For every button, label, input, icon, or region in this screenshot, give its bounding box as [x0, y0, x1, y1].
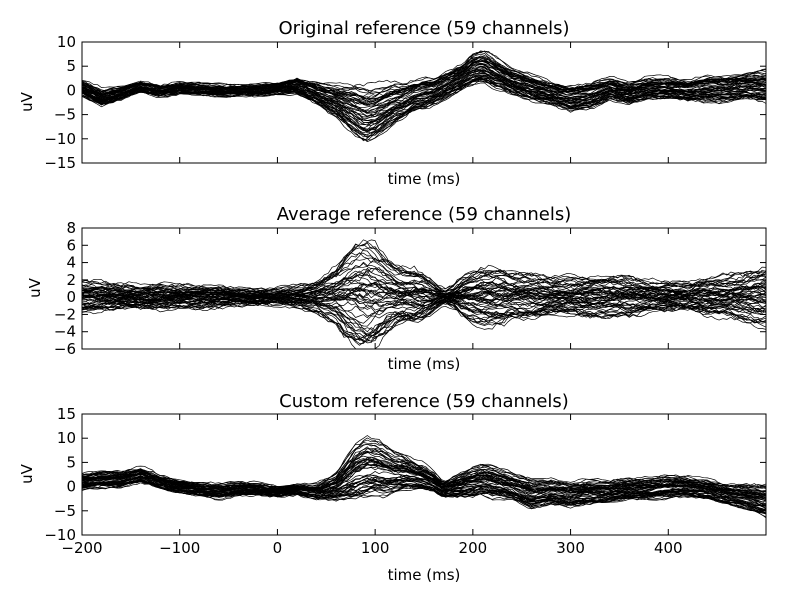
- x-tick-label: 200: [459, 539, 488, 557]
- channel-trace: [81, 473, 767, 510]
- channel-trace: [81, 298, 767, 336]
- y-tick-label: −5: [54, 106, 76, 124]
- chart-title: Average reference (59 channels): [277, 204, 572, 225]
- channel-trace: [81, 480, 767, 514]
- channel-trace: [81, 76, 767, 130]
- y-tick-label: 0: [66, 478, 76, 496]
- plot-frame: [81, 413, 767, 536]
- y-tick-label: −4: [54, 323, 76, 341]
- channel-trace: [81, 287, 766, 303]
- x-ticks: −200 −100 0 100 200 300 400: [61, 414, 683, 557]
- y-tick-label: 5: [66, 453, 76, 471]
- channel-trace: [81, 69, 767, 118]
- y-tick-label: 10: [57, 33, 76, 51]
- channel-trace: [81, 261, 767, 297]
- y-axis-label: uV: [18, 463, 36, 484]
- chart-title: Custom reference (59 channels): [279, 391, 569, 412]
- channel-trace: [81, 267, 767, 300]
- channel-trace: [81, 298, 767, 341]
- y-tick-label: −2: [54, 305, 76, 323]
- y-ticks: 10 5 0 −5 −10 −15: [44, 33, 766, 172]
- y-tick-label: 0: [66, 288, 76, 306]
- y-tick-label: 10: [57, 429, 76, 447]
- y-tick-label: 0: [66, 81, 76, 99]
- channel-trace: [81, 442, 767, 493]
- y-tick-label: −5: [54, 502, 76, 520]
- traces: [81, 50, 767, 143]
- channel-trace: [81, 287, 767, 302]
- channel-trace: [81, 252, 767, 295]
- channel-trace: [81, 263, 767, 297]
- x-tick-label: 300: [556, 539, 585, 557]
- panel-average-reference: Average reference (59 channels) 86420−2−…: [26, 204, 767, 373]
- x-ticks: [81, 42, 669, 163]
- y-tick-label: 15: [57, 405, 76, 423]
- chart-title: Original reference (59 channels): [278, 18, 569, 39]
- x-tick-label: −200: [61, 539, 102, 557]
- y-ticks: 15 10 5 0 −5 −10: [44, 405, 766, 544]
- y-tick-label: −15: [44, 154, 76, 172]
- y-tick-label: 6: [66, 236, 76, 254]
- panel-custom-reference: Custom reference (59 channels) 151050−5−…: [18, 391, 767, 584]
- channel-trace: [81, 65, 767, 118]
- channel-trace: [81, 283, 767, 301]
- channel-trace: [81, 77, 767, 142]
- x-axis-label: time (ms): [388, 566, 461, 584]
- x-axis-label: time (ms): [388, 355, 461, 373]
- x-tick-label: 100: [361, 539, 390, 557]
- plot-frame: [81, 227, 767, 350]
- channel-trace: [81, 73, 767, 132]
- channel-trace: [81, 299, 767, 337]
- channel-trace: [81, 79, 767, 136]
- plot-frame: [81, 41, 767, 164]
- y-axis-label: uV: [26, 277, 44, 298]
- panel-original-reference: Original reference (59 channels) 10 5 0 −5 −…: [18, 18, 767, 188]
- x-ticks: [81, 228, 669, 349]
- channel-trace: [81, 482, 767, 512]
- channel-trace: [81, 53, 767, 92]
- x-tick-label: 400: [654, 539, 683, 557]
- y-tick-label: −10: [44, 526, 76, 544]
- x-axis-label: time (ms): [388, 170, 461, 188]
- x-tick-label: 0: [273, 539, 283, 557]
- channel-trace: [81, 458, 767, 499]
- channel-trace: [81, 239, 767, 297]
- channel-trace: [81, 79, 767, 136]
- channel-trace: [81, 299, 767, 341]
- y-axis-label: uV: [18, 91, 36, 112]
- y-tick-label: 4: [66, 254, 76, 272]
- y-tick-label: 5: [66, 57, 76, 75]
- x-tick-label: −100: [159, 539, 200, 557]
- y-tick-label: −10: [44, 130, 76, 148]
- y-tick-label: −6: [54, 340, 76, 358]
- y-tick-label: 2: [66, 271, 76, 289]
- channel-trace: [81, 480, 767, 506]
- y-tick-label: 8: [66, 219, 76, 237]
- channel-trace: [81, 52, 767, 96]
- channel-trace: [81, 478, 767, 512]
- channel-trace: [81, 294, 767, 312]
- channel-trace: [81, 439, 767, 489]
- traces: [81, 239, 767, 350]
- channel-trace: [81, 50, 767, 91]
- channel-trace: [81, 477, 767, 518]
- channel-trace: [81, 476, 767, 515]
- traces: [81, 435, 767, 519]
- channel-trace: [81, 67, 767, 121]
- channel-trace: [81, 297, 767, 335]
- channel-trace: [81, 294, 767, 324]
